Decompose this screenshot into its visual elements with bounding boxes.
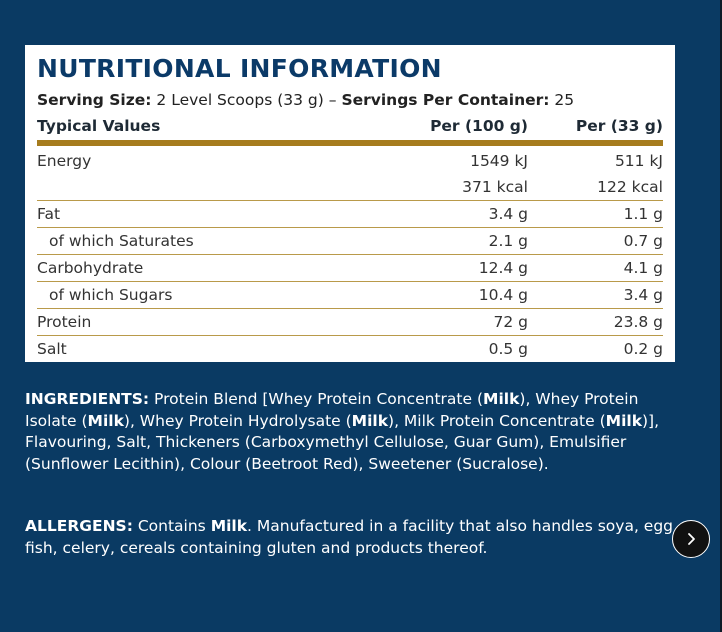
row-name: Carbohydrate (37, 259, 144, 277)
window-edge (720, 0, 722, 632)
row-per-100g: 3.4 g (488, 205, 528, 223)
allergens-allergen: Milk (210, 517, 248, 535)
serving-info: Serving Size: 2 Level Scoops (33 g) – Se… (37, 89, 663, 111)
row-per-100g: 2.1 g (488, 232, 528, 250)
row-per-100g: 1549 kJ (470, 152, 528, 170)
table-row: 371 kcal 122 kcal (37, 174, 663, 201)
ingredients-text: INGREDIENTS: Protein Blend [Whey Protein… (25, 389, 685, 475)
allergens-text: ALLERGENS: Contains Milk. Manufactured i… (25, 516, 685, 559)
next-button[interactable] (672, 520, 710, 558)
header-typical-values: Typical Values (37, 117, 161, 135)
row-name: Fat (37, 205, 61, 223)
row-per-serving: 3.4 g (623, 286, 663, 304)
ingredients-part: ), Whey Protein Isolate ( (25, 390, 639, 430)
nutrition-panel: NUTRITIONAL INFORMATION Serving Size: 2 … (25, 45, 675, 362)
row-per-100g: 371 kcal (462, 178, 528, 196)
table-row: Carbohydrate 12.4 g 4.1 g (37, 255, 663, 282)
row-per-serving: 122 kcal (597, 178, 663, 196)
allergens-part: . Manufactured in a facility that also h… (25, 517, 678, 557)
ingredients-allergen: Milk (605, 411, 642, 430)
row-per-serving: 0.7 g (623, 232, 663, 250)
row-name: of which Saturates (49, 232, 194, 250)
table-row: Protein 72 g 23.8 g (37, 309, 663, 336)
ingredients-label: INGREDIENTS: (25, 390, 150, 408)
panel-title: NUTRITIONAL INFORMATION (37, 54, 442, 83)
row-per-100g: 10.4 g (478, 286, 528, 304)
servings-value: 25 (554, 91, 575, 109)
row-per-serving: 1.1 g (623, 205, 663, 223)
row-name: Protein (37, 313, 92, 331)
row-name: of which Sugars (49, 286, 173, 304)
servings-label: Servings Per Container: (341, 91, 550, 109)
row-per-serving: 23.8 g (613, 313, 663, 331)
ingredients-part: ), Whey Protein Hydrolysate ( (123, 411, 352, 430)
ingredients-allergen: Milk (87, 411, 124, 430)
table-row: Salt 0.5 g 0.2 g (37, 336, 663, 362)
table-row: of which Saturates 2.1 g 0.7 g (37, 228, 663, 255)
table-row: of which Sugars 10.4 g 3.4 g (37, 282, 663, 309)
row-per-100g: 0.5 g (488, 340, 528, 358)
table-header: Typical Values Per (100 g) Per (33 g) (37, 115, 663, 146)
serving-separator: – (328, 91, 337, 109)
table-row: Fat 3.4 g 1.1 g (37, 201, 663, 228)
row-name: Salt (37, 340, 67, 358)
chevron-right-icon (688, 533, 695, 545)
row-name (37, 174, 373, 200)
allergens-part: Contains (132, 517, 211, 535)
row-name: Energy (37, 152, 92, 170)
row-per-serving: 4.1 g (623, 259, 663, 277)
ingredients-part: )], Flavouring, Salt, Thickeners (Carbox… (25, 411, 660, 473)
row-per-serving: 0.2 g (623, 340, 663, 358)
header-per-serving: Per (33 g) (575, 117, 663, 135)
serving-size-value: 2 Level Scoops (33 g) (156, 91, 324, 109)
row-per-100g: 72 g (493, 313, 529, 331)
ingredients-part: ), Milk Protein Concentrate ( (388, 411, 606, 430)
row-per-serving: 511 kJ (614, 152, 663, 170)
row-per-100g: 12.4 g (478, 259, 528, 277)
ingredients-part: Protein Blend [Whey Protein Concentrate … (149, 390, 484, 408)
serving-size-label: Serving Size: (37, 91, 152, 109)
allergens-label: ALLERGENS: (25, 517, 133, 535)
table-row: Energy 1549 kJ 511 kJ (37, 148, 663, 174)
header-per-100g: Per (100 g) (430, 117, 528, 135)
ingredients-allergen: Milk (351, 411, 389, 430)
ingredients-allergen: Milk (483, 390, 520, 408)
